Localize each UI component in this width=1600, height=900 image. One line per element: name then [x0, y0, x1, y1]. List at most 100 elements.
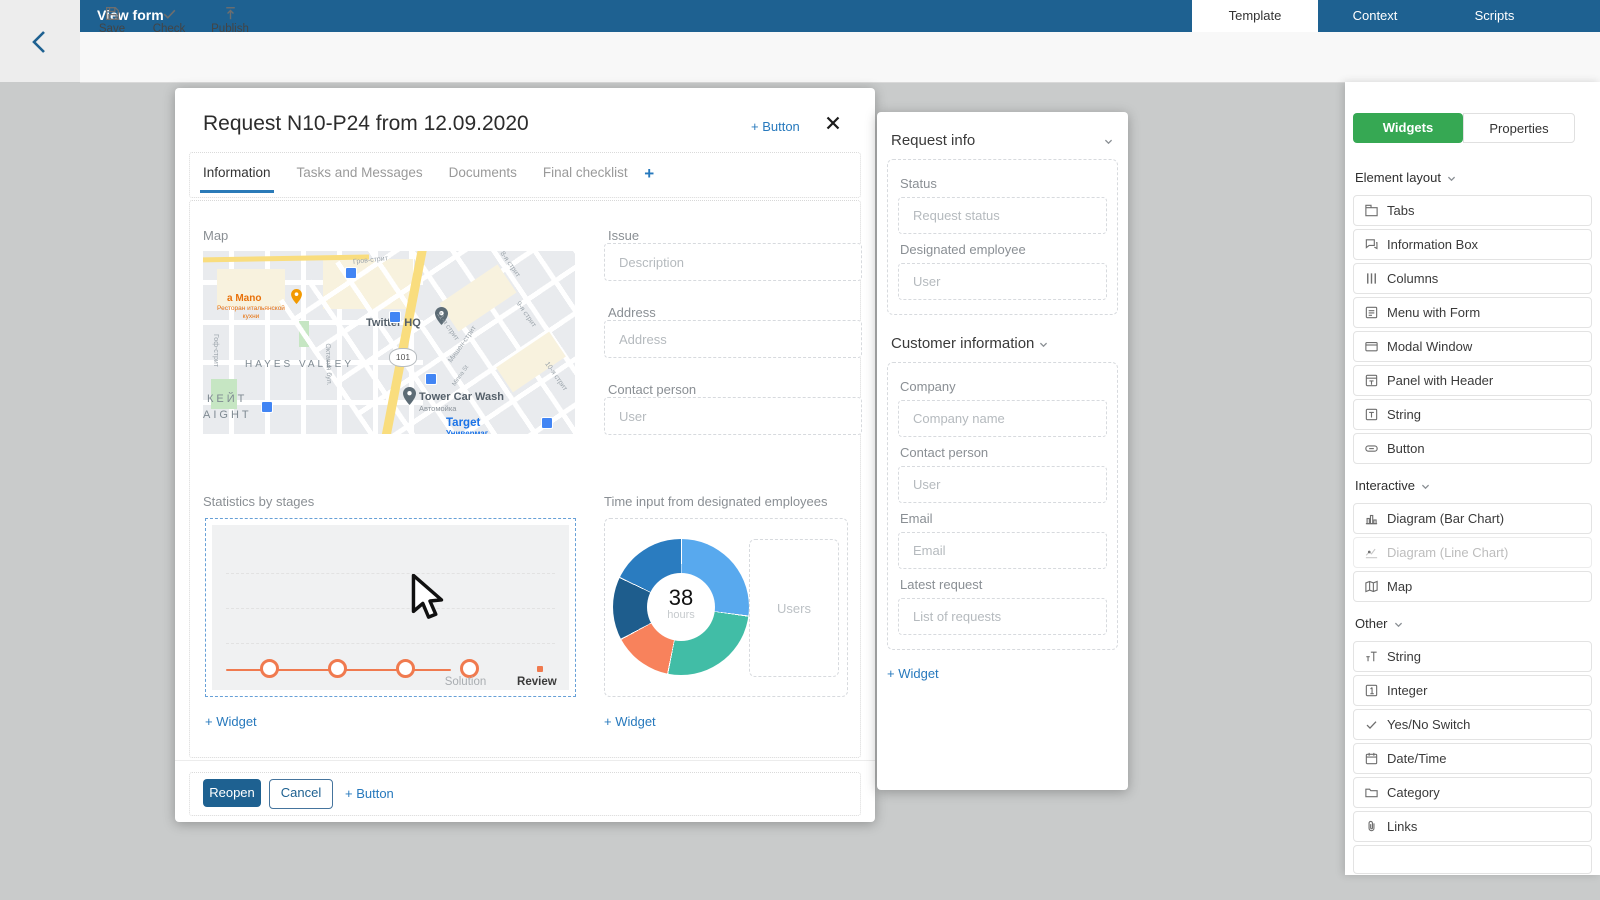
- sidebar-item-empty-slot[interactable]: [1353, 845, 1592, 874]
- links-icon: [1368, 820, 1375, 832]
- add-button-link[interactable]: + Button: [751, 119, 800, 134]
- sidebar-item-modal-window[interactable]: Modal Window: [1353, 331, 1592, 362]
- field-input-address[interactable]: Address: [604, 320, 862, 358]
- stage-marker: [260, 659, 280, 678]
- sidebar-item-date-time[interactable]: Date/Time: [1353, 743, 1592, 774]
- sidebar-item-label: Button: [1387, 441, 1425, 456]
- form-tab-documents[interactable]: Documents: [448, 165, 517, 180]
- sidebar-item-panel-with-header[interactable]: Panel with Header: [1353, 365, 1592, 396]
- add-widget-link[interactable]: + Widget: [205, 714, 257, 729]
- cancel-button[interactable]: Cancel: [269, 779, 333, 809]
- sidebar-item-button[interactable]: Button: [1353, 433, 1592, 464]
- chevron-down-icon[interactable]: [1038, 339, 1049, 350]
- sidebar-item-category[interactable]: Category: [1353, 777, 1592, 808]
- map-poi-target: Target: [446, 417, 481, 429]
- info-panel: Request info Status Request status Designat…: [877, 112, 1128, 790]
- map-transit-icon: [425, 373, 437, 385]
- sidebar-group-interactive[interactable]: Interactive: [1355, 478, 1592, 493]
- map-poi-amano: a Mano: [227, 293, 262, 304]
- form-tab-tasks-and-messages[interactable]: Tasks and Messages: [296, 165, 423, 180]
- field-label-status: Status: [900, 176, 937, 191]
- map-transit-icon: [345, 267, 357, 279]
- sidebar-item-integer[interactable]: Integer: [1353, 675, 1592, 706]
- section-header-request-info[interactable]: Request info: [891, 132, 1114, 149]
- field-input-issue[interactable]: Description: [604, 243, 862, 281]
- field-input-company[interactable]: Company name: [898, 400, 1107, 437]
- stage-x-label-solution: Solution: [444, 676, 487, 688]
- save-button[interactable]: Save: [85, 3, 139, 47]
- reopen-button[interactable]: Reopen: [203, 779, 261, 807]
- sidebar-item-menu-with-form[interactable]: Menu with Form: [1353, 297, 1592, 328]
- sidebar-item-label: Tabs: [1387, 203, 1415, 218]
- tab-scripts[interactable]: Scripts: [1474, 8, 1515, 23]
- donut-unit: hours: [667, 609, 695, 621]
- close-icon[interactable]: [825, 115, 845, 135]
- map-transit-icon: [541, 417, 553, 429]
- add-tab-plus-icon[interactable]: +: [644, 163, 655, 183]
- field-input-contact-person[interactable]: User: [898, 466, 1107, 503]
- form-tab-information[interactable]: Information: [200, 153, 274, 193]
- stage-dot: [537, 666, 544, 672]
- map-transit-icon: [261, 401, 273, 413]
- sidebar-item-yes-no-switch[interactable]: Yes/No Switch: [1353, 709, 1592, 740]
- sidebar-item-links[interactable]: Links: [1353, 811, 1592, 842]
- sidebar-item-information-box[interactable]: Information Box: [1353, 229, 1592, 260]
- chevron-down-icon[interactable]: [1103, 136, 1114, 147]
- form-tabstrip: Information Tasks and Messages Documents Fi…: [189, 152, 861, 198]
- chevron-down-icon[interactable]: [1393, 619, 1404, 630]
- sidebar-item-diagram-bar-chart[interactable]: Diagram (Bar Chart): [1353, 503, 1592, 534]
- chevron-down-icon[interactable]: [1420, 481, 1431, 492]
- columns-icon: [1367, 273, 1376, 284]
- sidebar-group-other[interactable]: Other: [1355, 616, 1592, 631]
- stats-chart-widget[interactable]: Solution Review: [205, 518, 576, 697]
- field-input-designated-employee[interactable]: User: [898, 263, 1107, 300]
- sidebar-item-string[interactable]: String: [1353, 641, 1592, 672]
- modal-window-icon: [1365, 341, 1378, 352]
- toolbar: [80, 32, 1600, 83]
- tab-context[interactable]: Context: [1352, 8, 1398, 23]
- sidebar-item-string[interactable]: String: [1353, 399, 1592, 430]
- map-poi-target-sub: Универмаг: [446, 429, 489, 434]
- sidebar-item-map[interactable]: Map: [1353, 571, 1592, 602]
- map-icon: [1365, 580, 1378, 593]
- map-area-haight2: AIGHT: [203, 409, 252, 421]
- map-poi-carwash: Tower Car Wash: [419, 391, 504, 403]
- back-button[interactable]: [26, 28, 54, 56]
- sidebar-groups: Element layout Tabs Information Box Columns…: [1353, 156, 1592, 877]
- field-input-contact-person[interactable]: User: [604, 397, 862, 435]
- donut-center: 38 hours: [647, 573, 715, 641]
- add-widget-link[interactable]: + Widget: [887, 666, 939, 681]
- section-header-customer-information[interactable]: Customer information: [891, 335, 1114, 352]
- tab-template[interactable]: Template: [1192, 0, 1318, 32]
- map-block: [217, 269, 285, 307]
- map-widget[interactable]: 101 HAYES VALLEY Twitter HQ Tower Car Wa…: [203, 251, 575, 434]
- map-pin-icon: [291, 289, 302, 304]
- sidebar-tab-properties[interactable]: Properties: [1463, 113, 1575, 143]
- map-pin-icon: [403, 387, 416, 405]
- field-input-status[interactable]: Request status: [898, 197, 1107, 234]
- sidebar-item-columns[interactable]: Columns: [1353, 263, 1592, 294]
- sidebar-item-label: String: [1387, 407, 1421, 422]
- add-widget-link[interactable]: + Widget: [604, 714, 656, 729]
- sidebar-tab-widgets[interactable]: Widgets: [1353, 113, 1463, 143]
- time-chart-widget[interactable]: 38 hours Users: [604, 518, 848, 697]
- chevron-down-icon[interactable]: [1446, 173, 1457, 184]
- sidebar-item-label: String: [1387, 649, 1421, 664]
- info-panel-sections: Request info Status Request status Designat…: [877, 132, 1128, 650]
- section-title: Customer information: [891, 335, 1035, 352]
- publish-button[interactable]: Publish: [203, 3, 257, 47]
- field-input-latest-request[interactable]: List of requests: [898, 598, 1107, 635]
- field-label-email: Email: [900, 511, 933, 526]
- footer-add-button-link[interactable]: + Button: [345, 786, 394, 801]
- tabs-icon: [1365, 204, 1378, 217]
- form-tab-final-checklist[interactable]: Final checklist: [542, 165, 628, 180]
- sidebar-group-element-layout[interactable]: Element layout: [1355, 170, 1592, 185]
- map-street-label: Октавия бул.: [323, 343, 333, 386]
- string-icon: [1366, 651, 1377, 662]
- map-poi-twitter: Twitter HQ: [366, 317, 421, 329]
- check-button[interactable]: Check: [142, 3, 196, 47]
- field-input-email[interactable]: Email: [898, 532, 1107, 569]
- title-bar: [80, 0, 1600, 32]
- sidebar-item-tabs[interactable]: Tabs: [1353, 195, 1592, 226]
